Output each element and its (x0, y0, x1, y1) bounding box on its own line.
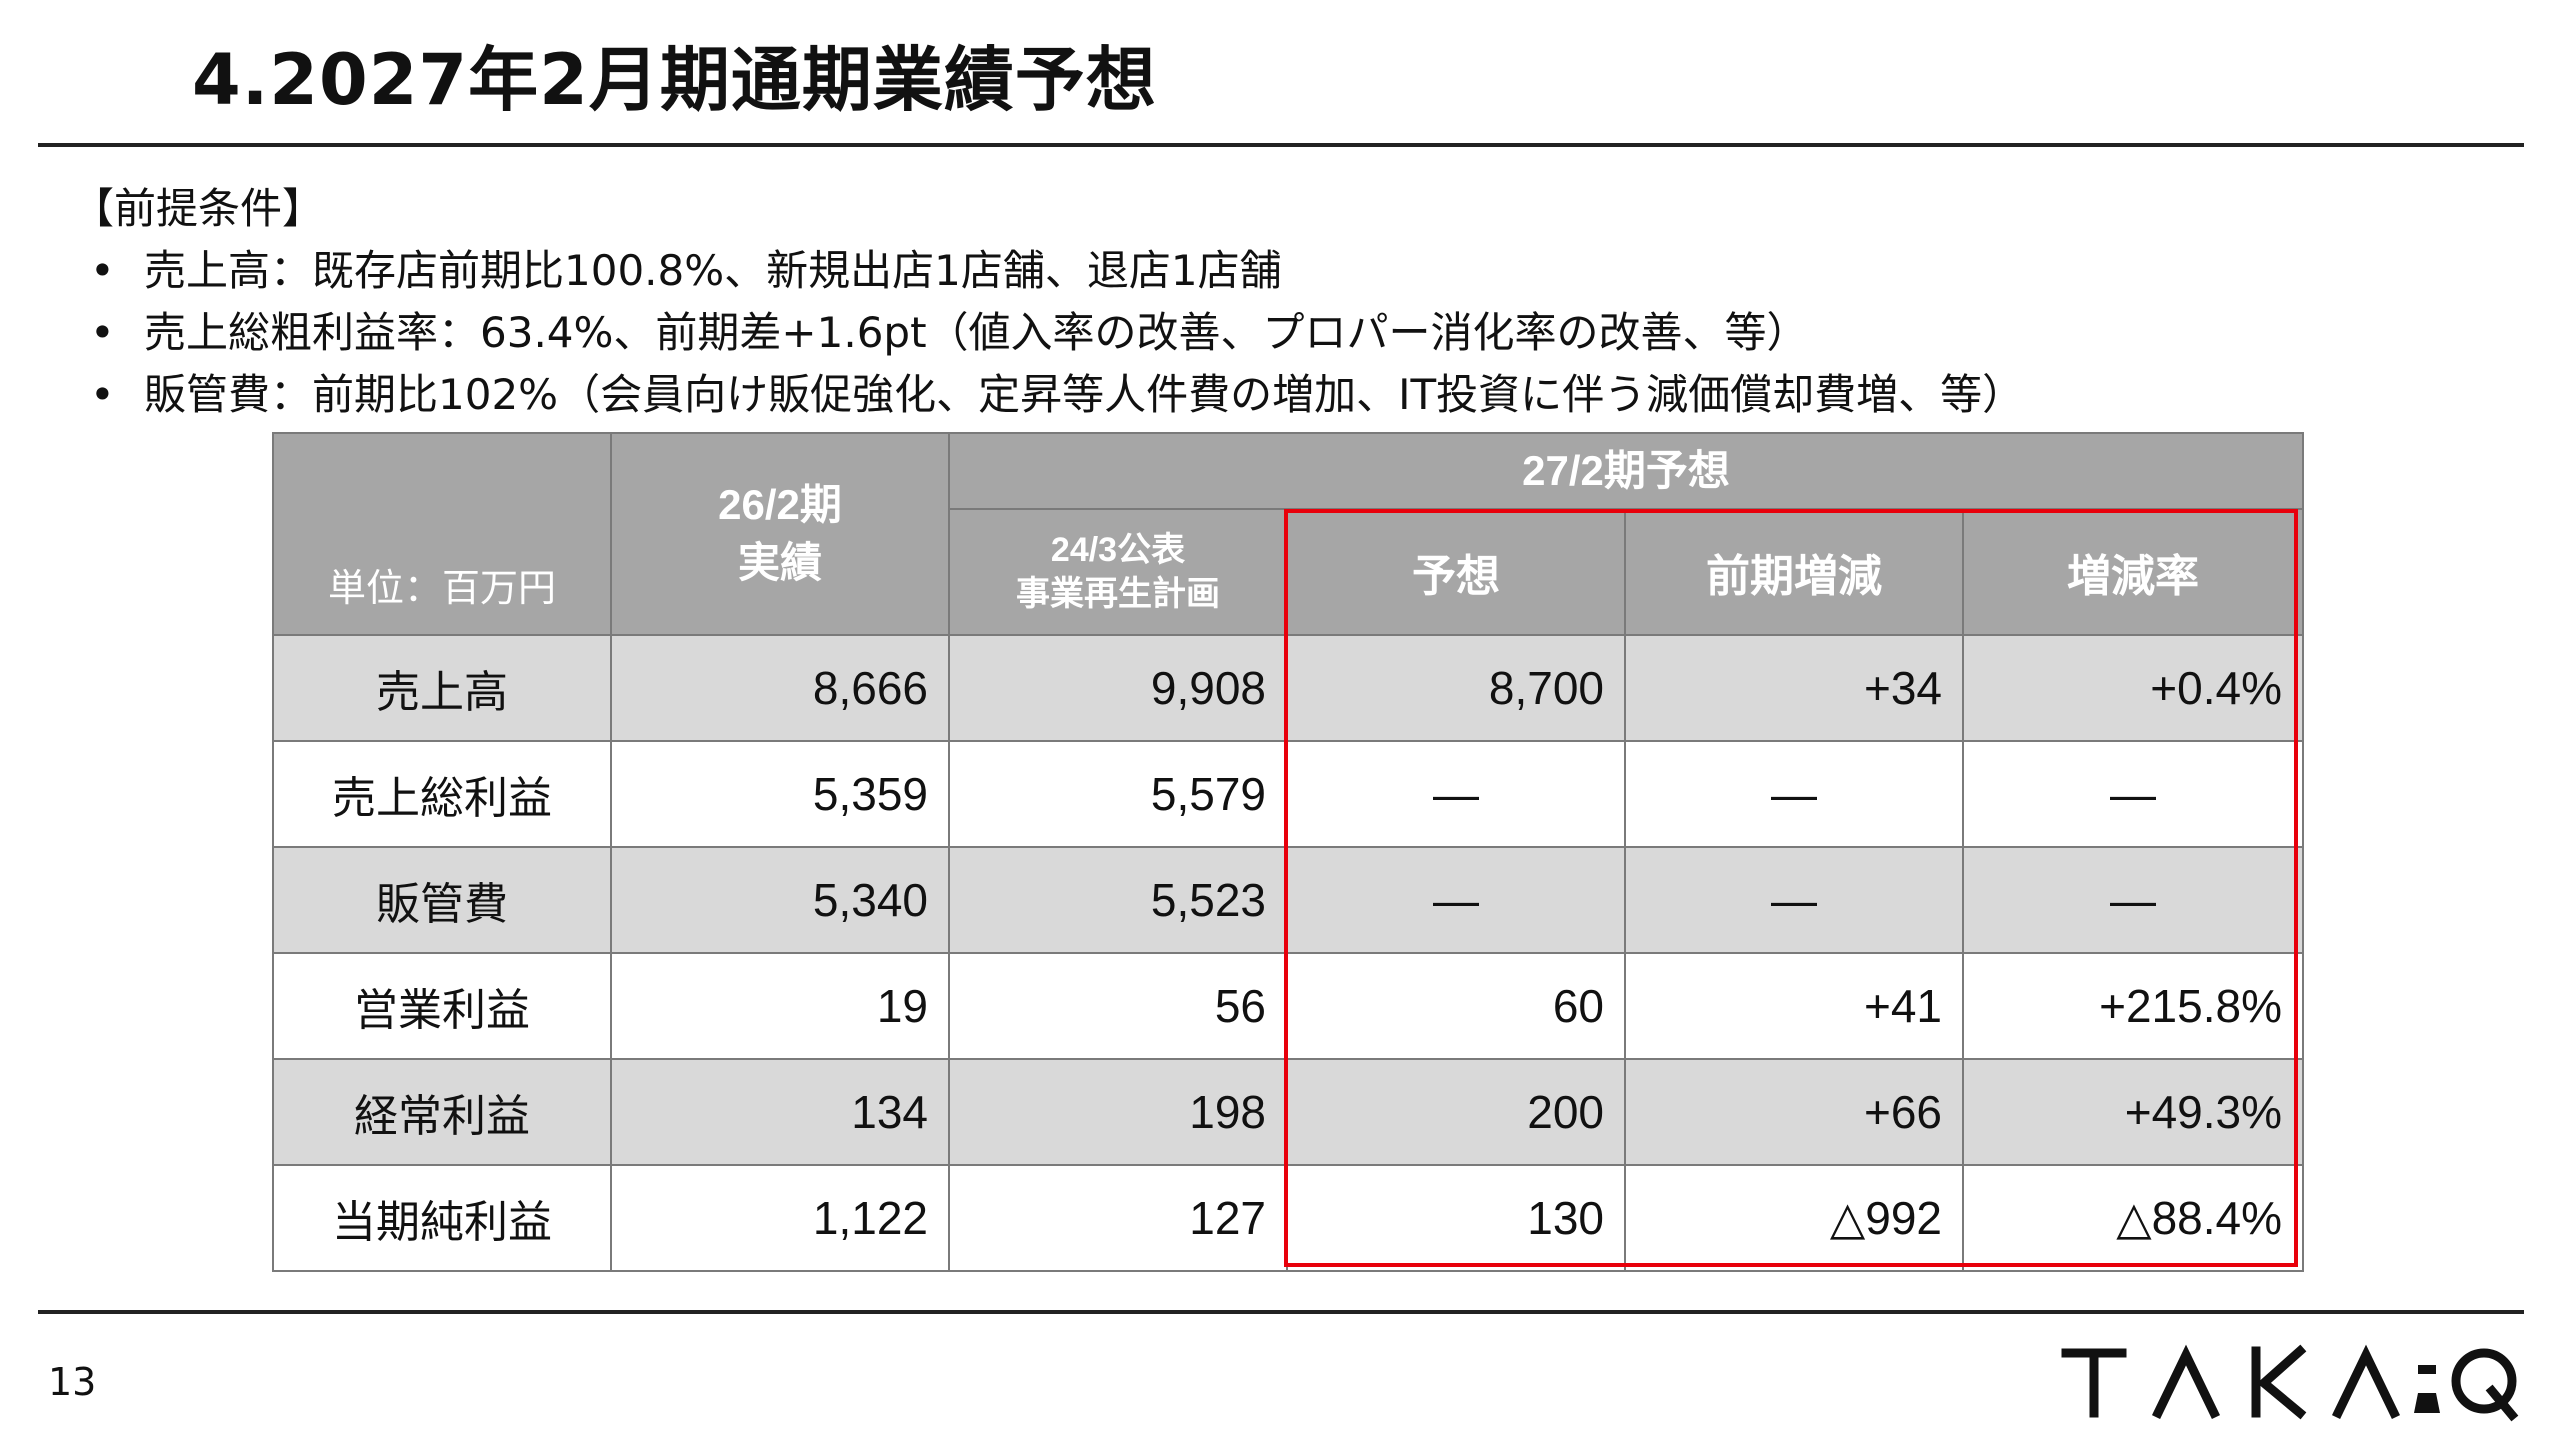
cell-forecast: 8,700 (1286, 634, 1626, 742)
cell-plan: 9,908 (948, 634, 1288, 742)
row-label: 当期純利益 (272, 1164, 612, 1272)
cell-rate: △88.4% (1962, 1164, 2304, 1272)
row-label: 売上総利益 (272, 740, 612, 848)
cell-rate: +49.3% (1962, 1058, 2304, 1166)
premise-list: • 売上高：既存店前期比100.8%、新規出店1店舗、退店1店舗 • 売上総粗利益率… (72, 240, 2024, 426)
footer-divider (38, 1310, 2524, 1314)
cell-rate: +0.4% (1962, 634, 2304, 742)
premise-text: 売上総粗利益率：63.4%、前期差+1.6pt（値入率の改善、プロパー消化率の改… (144, 308, 1809, 357)
table-row: 当期純利益 1,122 127 130 △992 △88.4% (272, 1164, 2304, 1272)
col-header-actual-line1: 26/2期 (718, 481, 842, 528)
col-header-forecast: 予想 (1286, 508, 1626, 636)
cell-rate: — (1962, 846, 2304, 954)
col-header-plan-line1: 24/3公表 (1050, 531, 1186, 569)
cell-forecast: — (1286, 740, 1626, 848)
premise-bullet: • 売上高：既存店前期比100.8%、新規出店1店舗、退店1店舗 (72, 240, 2024, 302)
cell-change: — (1624, 846, 1964, 954)
premise-text: 販管費：前期比102%（会員向け販促強化、定昇等人件費の増加、IT投資に伴う減価… (144, 370, 2025, 419)
table-row: 売上高 8,666 9,908 8,700 +34 +0.4% (272, 634, 2304, 742)
premise-bullet: • 販管費：前期比102%（会員向け販促強化、定昇等人件費の増加、IT投資に伴う減… (72, 364, 2024, 426)
cell-change: △992 (1624, 1164, 1964, 1272)
cell-forecast: 130 (1286, 1164, 1626, 1272)
premise-bullet: • 売上総粗利益率：63.4%、前期差+1.6pt（値入率の改善、プロパー消化率の… (72, 302, 2024, 364)
row-label: 営業利益 (272, 952, 612, 1060)
cell-actual: 19 (610, 952, 950, 1060)
table-row: 販管費 5,340 5,523 — — — (272, 846, 2304, 954)
page-number: 13 (48, 1360, 97, 1404)
cell-actual: 8,666 (610, 634, 950, 742)
premise-text: 売上高：既存店前期比100.8%、新規出店1店舗、退店1店舗 (144, 246, 1282, 295)
cell-forecast: — (1286, 846, 1626, 954)
cell-change: — (1624, 740, 1964, 848)
cell-actual: 1,122 (610, 1164, 950, 1272)
takaq-logo (2060, 1343, 2520, 1427)
cell-rate: — (1962, 740, 2304, 848)
bullet-icon: • (90, 246, 115, 295)
premise-heading: 【前提条件】 (72, 184, 325, 233)
bullet-icon: • (90, 370, 115, 419)
cell-plan: 5,523 (948, 846, 1288, 954)
row-label: 売上高 (272, 634, 612, 742)
row-label: 販管費 (272, 846, 612, 954)
title-divider (38, 143, 2524, 147)
col-header-actual: 26/2期 実績 (610, 432, 950, 636)
table-row: 営業利益 19 56 60 +41 +215.8% (272, 952, 2304, 1060)
table-row: 売上総利益 5,359 5,579 — — — (272, 740, 2304, 848)
cell-plan: 5,579 (948, 740, 1288, 848)
col-header-plan-line2: 事業再生計画 (1016, 575, 1220, 613)
cell-forecast: 200 (1286, 1058, 1626, 1166)
col-header-change: 前期増減 (1624, 508, 1964, 636)
col-header-rate: 増減率 (1962, 508, 2304, 636)
col-header-plan: 24/3公表 事業再生計画 (948, 508, 1288, 636)
cell-actual: 5,359 (610, 740, 950, 848)
bullet-icon: • (90, 308, 115, 357)
cell-change: +41 (1624, 952, 1964, 1060)
forecast-table: 単位：百万円 26/2期 実績 27/2期予想 24/3公表 事業再生計画 予想… (272, 432, 2304, 1272)
cell-change: +34 (1624, 634, 1964, 742)
cell-rate: +215.8% (1962, 952, 2304, 1060)
cell-change: +66 (1624, 1058, 1964, 1166)
row-label: 経常利益 (272, 1058, 612, 1166)
group-header-forecast: 27/2期予想 (948, 432, 2304, 510)
cell-plan: 127 (948, 1164, 1288, 1272)
col-header-actual-line2: 実績 (737, 539, 822, 586)
cell-plan: 198 (948, 1058, 1288, 1166)
cell-actual: 134 (610, 1058, 950, 1166)
cell-actual: 5,340 (610, 846, 950, 954)
unit-label: 単位：百万円 (272, 432, 612, 636)
page-title: 4.2027年2月期通期業績予想 (192, 39, 1157, 121)
table-row: 経常利益 134 198 200 +66 +49.3% (272, 1058, 2304, 1166)
takaq-logo-mark (2061, 1344, 2519, 1422)
cell-forecast: 60 (1286, 952, 1626, 1060)
premise-section: 【前提条件】 • 売上高：既存店前期比100.8%、新規出店1店舗、退店1店舗 •… (72, 178, 2024, 426)
cell-plan: 56 (948, 952, 1288, 1060)
